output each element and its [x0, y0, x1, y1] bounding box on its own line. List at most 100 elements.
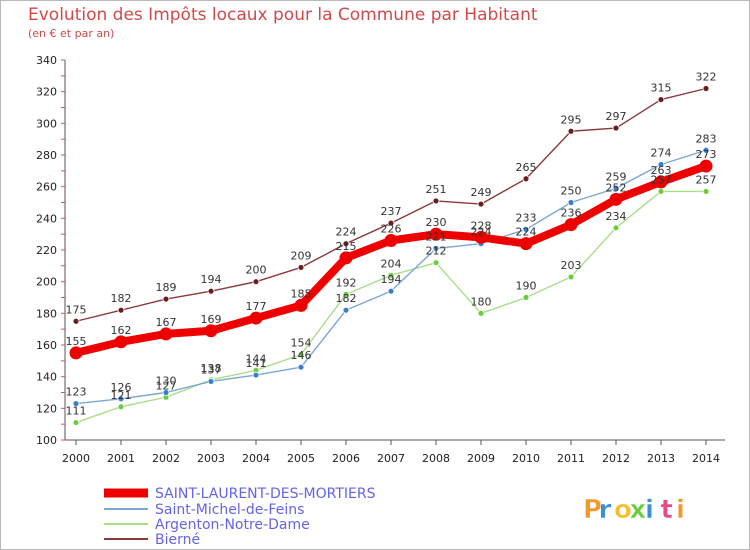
data-label: 137 — [201, 363, 222, 376]
y-tick-label: 120 — [36, 402, 57, 415]
data-label: 167 — [156, 316, 177, 329]
x-tick-label: 2002 — [152, 452, 180, 465]
data-label: 252 — [606, 181, 627, 194]
data-label: 182 — [111, 292, 132, 305]
data-label: 190 — [516, 280, 537, 293]
data-label: 233 — [516, 211, 537, 224]
data-label: 203 — [561, 259, 582, 272]
legend-label-0: SAINT-LAURENT-DES-MORTIERS — [155, 486, 376, 502]
data-label: 209 — [291, 249, 312, 262]
data-label: 146 — [291, 349, 312, 362]
data-point — [477, 309, 485, 317]
data-point — [297, 264, 305, 271]
data-point — [474, 230, 488, 244]
data-point — [654, 175, 668, 189]
data-label: 274 — [651, 147, 672, 160]
data-label: 154 — [291, 337, 312, 350]
data-point — [72, 317, 80, 325]
data-label: 111 — [66, 405, 87, 418]
data-label: 259 — [606, 170, 627, 183]
data-point — [657, 161, 665, 168]
x-tick-label: 2001 — [107, 452, 135, 465]
data-point — [702, 146, 710, 154]
y-tick-label: 220 — [36, 244, 57, 257]
data-label: 263 — [651, 164, 672, 177]
data-label: 297 — [606, 110, 627, 123]
data-point — [207, 378, 215, 385]
data-label: 144 — [246, 352, 267, 365]
data-point — [519, 237, 533, 251]
data-label: 141 — [246, 357, 267, 370]
data-label: 130 — [156, 375, 177, 388]
data-point — [702, 85, 710, 92]
data-point — [567, 127, 575, 135]
y-tick-label: 300 — [36, 117, 57, 130]
x-tick-label: 2007 — [377, 452, 405, 465]
data-point — [117, 306, 125, 314]
data-point — [432, 197, 440, 205]
data-point — [522, 294, 530, 301]
data-point — [522, 226, 530, 233]
data-point — [297, 351, 305, 358]
data-point — [72, 419, 80, 426]
data-point — [612, 184, 620, 192]
y-tick-label: 260 — [36, 181, 57, 194]
data-point — [657, 188, 665, 195]
data-label: 249 — [471, 186, 492, 199]
data-label: 162 — [111, 324, 132, 337]
data-label: 215 — [336, 240, 357, 253]
data-point — [162, 389, 170, 396]
data-point — [69, 346, 83, 360]
data-point — [114, 335, 128, 349]
y-tick-label: 340 — [36, 54, 57, 67]
data-label: 236 — [561, 207, 582, 220]
data-point — [477, 200, 485, 208]
data-label: 228 — [471, 219, 492, 232]
brand-letter: r — [599, 495, 612, 525]
data-point — [252, 278, 260, 286]
brand-letter: x — [630, 495, 647, 525]
data-label: 138 — [201, 362, 222, 375]
data-label: 250 — [561, 185, 582, 198]
data-point — [207, 287, 215, 295]
x-tick-label: 2005 — [287, 452, 315, 465]
chart-title: Evolution des Impôts locaux pour la Comm… — [28, 5, 538, 25]
y-tick-label: 280 — [36, 149, 57, 162]
data-label: 175 — [66, 303, 87, 316]
data-label: 224 — [516, 226, 537, 239]
data-point — [612, 224, 620, 232]
data-label: 234 — [606, 210, 627, 223]
data-label: 315 — [651, 82, 672, 95]
data-point — [159, 327, 173, 341]
data-label: 194 — [381, 273, 402, 286]
data-label: 295 — [561, 113, 582, 126]
x-tick-label: 2004 — [242, 452, 270, 465]
x-tick-label: 2014 — [692, 452, 720, 465]
data-point — [432, 245, 440, 252]
y-tick-label: 240 — [36, 212, 57, 225]
y-tick-label: 180 — [36, 307, 57, 320]
data-label: 182 — [336, 292, 357, 305]
x-tick-label: 2010 — [512, 452, 540, 465]
data-label: 273 — [696, 148, 717, 161]
y-tick-label: 140 — [36, 371, 57, 384]
data-label: 251 — [426, 183, 447, 196]
data-point — [702, 188, 710, 195]
data-point — [387, 219, 395, 227]
data-label: 221 — [426, 230, 447, 243]
data-point — [204, 324, 218, 338]
plot-area — [65, 60, 725, 440]
data-label: 123 — [66, 386, 87, 399]
data-label: 204 — [381, 257, 402, 270]
legend-label-3: Bierné — [155, 532, 200, 548]
data-point — [342, 290, 350, 298]
data-point — [72, 400, 80, 407]
data-point — [342, 240, 350, 248]
data-label: 224 — [336, 226, 357, 239]
brand-letter: o — [614, 495, 632, 525]
data-point — [657, 96, 665, 103]
data-point — [387, 271, 395, 279]
legend-label-1: Saint-Michel-de-Feins — [155, 502, 304, 518]
data-point — [297, 363, 305, 371]
